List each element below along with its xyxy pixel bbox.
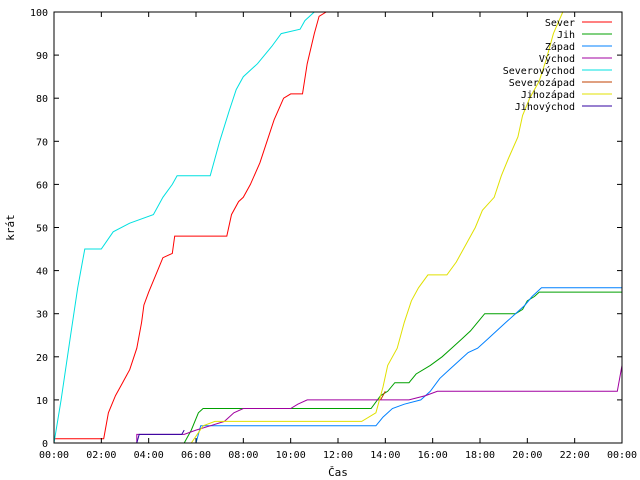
- series-line-6: [190, 11, 564, 444]
- series-line-7: [136, 429, 185, 444]
- series-line-3: [136, 365, 623, 443]
- y-tick-label: 30: [36, 310, 48, 321]
- x-tick-label: 00:00: [607, 450, 637, 461]
- y-tick-label: 70: [36, 137, 48, 148]
- legend-entry-label: Jihovýchod: [515, 101, 575, 113]
- legend: SeverJihZápadVýchodSeverovýchodSeverozáp…: [503, 18, 612, 113]
- x-tick-label: 14:00: [370, 450, 400, 461]
- series-line-1: [136, 291, 622, 444]
- legend-entry-label: Jih: [557, 30, 575, 41]
- series-line-4: [53, 11, 315, 444]
- series-line-0: [54, 11, 327, 440]
- x-tick-label: 22:00: [560, 450, 590, 461]
- y-tick-label: 100: [30, 8, 48, 19]
- x-tick-label: 02:00: [86, 450, 116, 461]
- x-tick-label: 18:00: [465, 450, 495, 461]
- y-tick-label: 60: [36, 180, 48, 191]
- x-axis-label: Čas: [328, 466, 348, 479]
- x-tick-label: 04:00: [134, 450, 164, 461]
- y-axis-label: krát: [4, 214, 17, 241]
- y-tick-label: 50: [36, 224, 48, 235]
- y-tick-label: 10: [36, 396, 48, 407]
- series-line-5: [380, 391, 386, 401]
- x-tick-label: 06:00: [181, 450, 211, 461]
- x-tick-label: 20:00: [512, 450, 542, 461]
- y-tick-label: 80: [36, 94, 48, 105]
- y-tick-label: 20: [36, 353, 48, 364]
- legend-entry-label: Západ: [545, 41, 575, 53]
- x-tick-label: 08:00: [228, 450, 258, 461]
- ticks-layer: 0 10 20 30 40 50 60 70 80 90 100 00:00 02:00 04:00 06:…: [30, 8, 637, 461]
- y-tick-label: 0: [42, 439, 48, 450]
- x-tick-label: 12:00: [323, 450, 353, 461]
- legend-entry-label: Sever: [545, 18, 575, 29]
- legend-entry-label: Jihozápad: [521, 89, 575, 101]
- series-layer: [53, 11, 623, 444]
- x-tick-label: 00:00: [39, 450, 69, 461]
- legend-entry-label: Východ: [539, 53, 575, 65]
- y-tick-label: 40: [36, 267, 48, 278]
- x-tick-label: 16:00: [418, 450, 448, 461]
- legend-entry-label: Severovýchod: [503, 65, 575, 77]
- x-tick-label: 10:00: [276, 450, 306, 461]
- y-tick-label: 90: [36, 51, 48, 62]
- series-line-2: [184, 287, 622, 444]
- legend-entry-label: Severozápad: [509, 77, 575, 89]
